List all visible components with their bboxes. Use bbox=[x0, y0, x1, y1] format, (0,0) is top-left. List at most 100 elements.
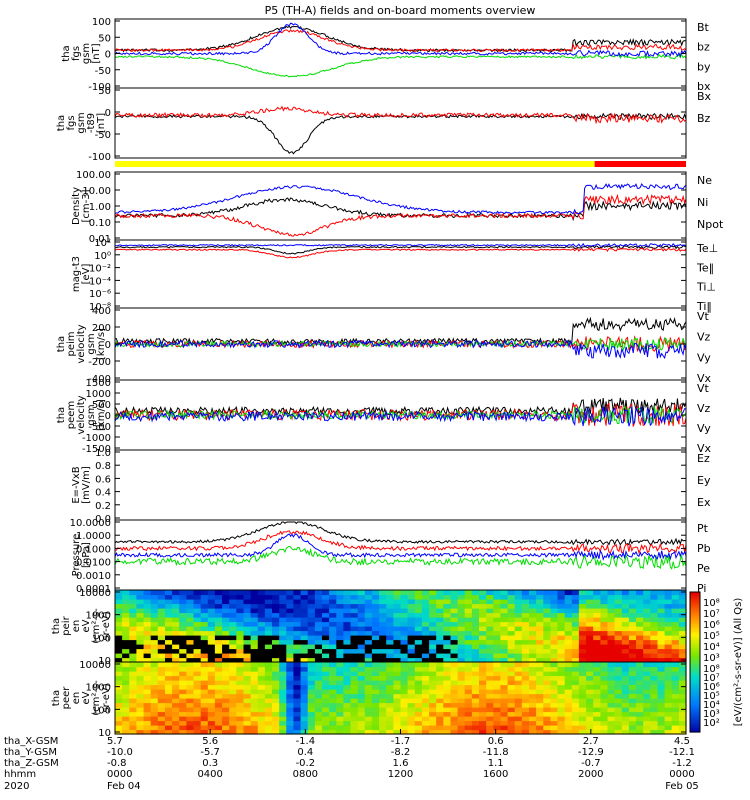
spectrogram-cell bbox=[407, 635, 416, 641]
spectrogram-cell bbox=[136, 630, 145, 636]
spectrogram-cell bbox=[671, 599, 680, 605]
spectrogram-cell bbox=[421, 657, 430, 663]
status-bar-segment bbox=[594, 161, 686, 167]
y-tick-label: 100 bbox=[92, 633, 111, 644]
spectrogram-cell bbox=[421, 648, 430, 654]
spectrogram-cell bbox=[421, 599, 430, 605]
legend-entry: Vz bbox=[697, 331, 711, 344]
spectrogram-cell bbox=[436, 680, 444, 686]
y-label-line: tha bbox=[56, 336, 67, 352]
spectrogram-cell bbox=[165, 644, 173, 650]
spectrogram-cell bbox=[214, 698, 223, 704]
spectrogram-cell bbox=[500, 716, 509, 722]
spectrogram-cell bbox=[200, 675, 209, 681]
spectrogram-cell bbox=[507, 603, 516, 609]
spectrogram-cell bbox=[264, 603, 273, 609]
spectrogram-cell bbox=[279, 648, 287, 654]
y-label-line: eV bbox=[81, 619, 92, 632]
y-tick-label: 10⁻⁴ bbox=[89, 276, 111, 287]
spectrogram-cell bbox=[143, 621, 152, 627]
spectrogram-cell bbox=[621, 608, 630, 614]
spectrogram-cell bbox=[264, 617, 273, 623]
colorbar-cell bbox=[690, 608, 700, 611]
spectrogram-cell bbox=[250, 662, 259, 668]
spectrogram-cell bbox=[307, 729, 316, 735]
spectrogram-cell bbox=[429, 648, 437, 654]
spectrogram-cell bbox=[457, 594, 466, 600]
spectrogram-cell bbox=[664, 707, 673, 713]
spectrogram-cell bbox=[122, 675, 130, 681]
spectrogram-cell bbox=[314, 594, 323, 600]
spectrogram-cell bbox=[578, 675, 587, 681]
spectrogram-cell bbox=[643, 725, 651, 731]
spectrogram-cell bbox=[279, 662, 287, 668]
spectrogram-cell bbox=[279, 707, 287, 713]
spectrogram-cell bbox=[165, 608, 173, 614]
spectrogram-cell bbox=[600, 729, 609, 735]
spectrogram-cell bbox=[272, 716, 280, 722]
spectrogram-cell bbox=[429, 603, 437, 609]
spectrogram-cell bbox=[157, 689, 166, 695]
colorbar-tick: 10⁷ bbox=[703, 609, 720, 620]
spectrogram-cell bbox=[207, 684, 216, 690]
spectrogram-cell bbox=[379, 711, 387, 717]
spectrogram-cell bbox=[207, 720, 216, 726]
y-tick-label: 1000 bbox=[86, 683, 111, 694]
spectrogram-cell bbox=[143, 698, 152, 704]
spectrogram-cell bbox=[357, 626, 366, 632]
spectrogram-cell bbox=[507, 657, 516, 663]
colorbar-cell bbox=[690, 708, 700, 711]
spectrogram-cell bbox=[257, 720, 266, 726]
spectrogram-cell bbox=[628, 603, 637, 609]
spectrogram-cell bbox=[243, 675, 252, 681]
spectrogram-cell bbox=[657, 617, 666, 623]
spectrogram-cell bbox=[543, 675, 551, 681]
spectrogram-cell bbox=[264, 698, 273, 704]
spectrogram-cell bbox=[664, 720, 673, 726]
spectrogram-cell bbox=[443, 729, 451, 735]
spectrogram-cell bbox=[150, 590, 159, 596]
spectrogram-cell bbox=[293, 608, 302, 614]
spectrogram-cell bbox=[229, 729, 237, 735]
spectrogram-cell bbox=[236, 671, 244, 677]
spectrogram-cell bbox=[165, 666, 173, 672]
spectrogram-cell bbox=[479, 617, 487, 623]
spectrogram-cell bbox=[386, 707, 394, 713]
spectrogram-cell bbox=[386, 621, 394, 627]
spectrogram-cell bbox=[243, 702, 252, 708]
colorbar-tick: 10⁴ bbox=[703, 642, 720, 653]
spectrogram-cell bbox=[529, 698, 537, 704]
spectrogram-cell bbox=[200, 680, 209, 686]
spectrogram-cell bbox=[429, 702, 437, 708]
spectrogram-cell bbox=[279, 666, 287, 672]
spectrogram-cell bbox=[614, 698, 623, 704]
spectrogram-cell bbox=[607, 657, 616, 663]
spectrogram-cell bbox=[322, 653, 330, 659]
spectrogram-cell bbox=[207, 639, 216, 645]
y-tick-label: 1000 bbox=[86, 611, 111, 622]
spectrogram-cell bbox=[571, 621, 580, 627]
spectrogram-cell bbox=[421, 621, 430, 627]
spectrogram-cell bbox=[486, 626, 494, 632]
spectrogram-cell bbox=[129, 639, 137, 645]
spectrogram-cell bbox=[350, 675, 359, 681]
spectrogram-cell bbox=[500, 657, 509, 663]
spectrogram-cell bbox=[507, 590, 516, 596]
spectrogram-cell bbox=[500, 693, 509, 699]
spectrogram-cell bbox=[536, 711, 544, 717]
spectrogram-cell bbox=[129, 666, 137, 672]
spectrogram-cell bbox=[386, 671, 394, 677]
spectrogram-cell bbox=[557, 698, 566, 704]
spectrogram-cell bbox=[493, 671, 501, 677]
spectrogram-cell bbox=[436, 720, 444, 726]
spectrogram-cell bbox=[493, 680, 501, 686]
series-Pt bbox=[114, 521, 687, 546]
spectrogram-cell bbox=[628, 648, 637, 654]
spectrogram-cell bbox=[193, 626, 202, 632]
spectrogram-cell bbox=[628, 720, 637, 726]
spectrogram-cell bbox=[193, 702, 202, 708]
spectrogram-cell bbox=[179, 635, 187, 641]
y-tick-label: 100 bbox=[92, 17, 111, 28]
spectrogram-cell bbox=[436, 657, 444, 663]
spectrogram-cell bbox=[157, 720, 166, 726]
